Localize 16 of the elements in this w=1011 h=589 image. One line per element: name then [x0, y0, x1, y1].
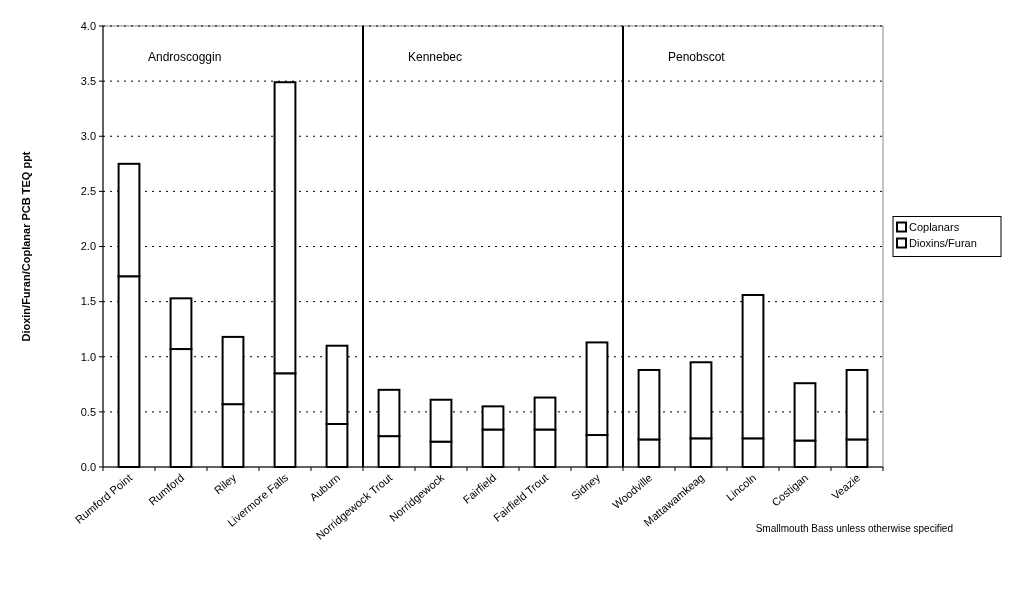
- y-tick-label: 3.0: [80, 130, 96, 143]
- y-tick-label: 0.5: [80, 405, 96, 418]
- y-tick-label: 2.5: [80, 185, 96, 198]
- y-tick-label: 2.0: [80, 240, 96, 253]
- y-tick-label: 4.0: [80, 19, 96, 32]
- annotation: Penobscot: [668, 50, 726, 64]
- y-tick-label: 1.0: [80, 350, 96, 363]
- y-tick-label: 1.5: [80, 295, 96, 308]
- y-tick-label: 0.0: [80, 460, 96, 473]
- annotation: Kennebec: [408, 50, 463, 64]
- legend-label: Dioxins/Furan: [909, 236, 977, 249]
- annotation: Androscoggin: [148, 50, 222, 64]
- y-axis-title: Dioxin/Furan/Coplanar PCB TEQ ppt: [20, 151, 32, 342]
- text: Smallmouth Bass unless otherwise specified: [755, 523, 953, 534]
- y-tick-label: 3.5: [80, 74, 96, 87]
- legend-label: Coplanars: [909, 220, 960, 233]
